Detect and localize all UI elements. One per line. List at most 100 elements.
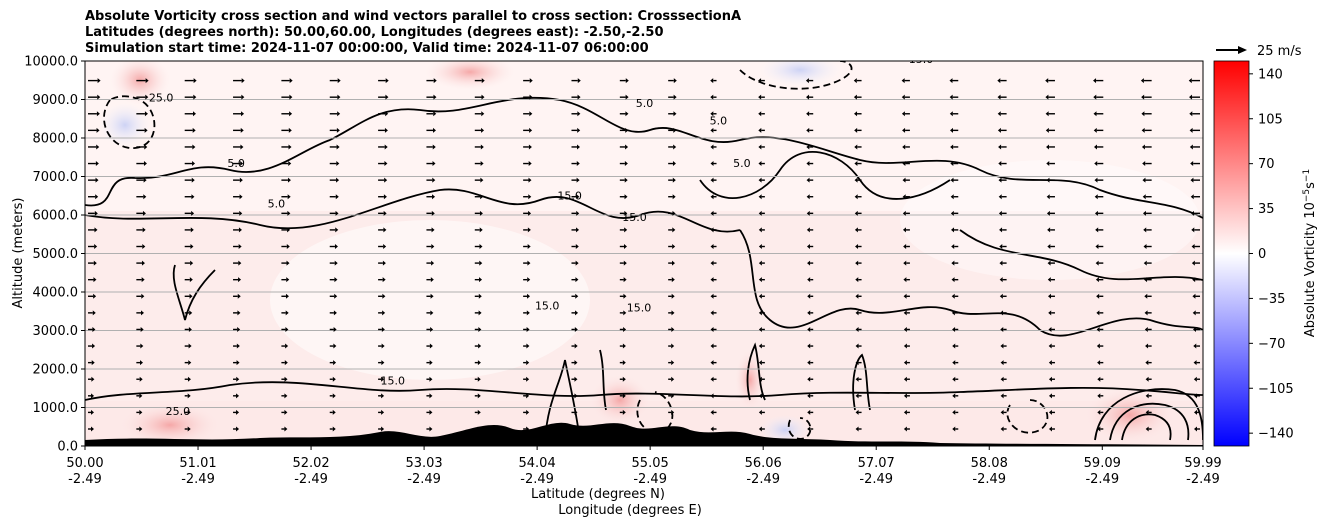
wind-vector-head xyxy=(758,409,762,415)
wind-vector-head xyxy=(901,94,905,100)
wind-vector-head xyxy=(1093,78,1097,84)
wind-vector-head xyxy=(1045,127,1049,133)
x-tick-label-longitude: -2.49 xyxy=(746,472,780,487)
wind-vector-head xyxy=(529,111,533,117)
wind-vector-head xyxy=(478,343,482,349)
wind-vector-head xyxy=(481,94,485,100)
quiver-key: 25 m/s xyxy=(1216,44,1302,59)
wind-vector-head xyxy=(1192,277,1196,283)
wind-vector-head xyxy=(903,360,907,366)
wind-vector-head xyxy=(672,227,676,233)
wind-vector-head xyxy=(480,161,484,167)
wind-vector-head xyxy=(1097,409,1101,415)
wind-vector-head xyxy=(903,326,907,332)
wind-vector-head xyxy=(284,393,288,399)
wind-vector-head xyxy=(855,343,859,349)
wind-vector-head xyxy=(671,277,675,283)
wind-vector-head xyxy=(384,161,388,167)
wind-vector-head xyxy=(336,177,340,183)
wind-vector-head xyxy=(236,360,240,366)
wind-vector-head xyxy=(526,326,530,332)
wind-vector-head xyxy=(383,210,387,216)
wind-vector-head xyxy=(528,177,532,183)
terrain xyxy=(85,422,1203,446)
x-tick-label-longitude: -2.49 xyxy=(181,472,215,487)
wind-vector-head xyxy=(710,409,714,415)
wind-vector-head xyxy=(952,326,956,332)
wind-vector-head xyxy=(1095,277,1099,283)
wind-vector-head xyxy=(284,409,288,415)
wind-vector-head xyxy=(951,293,955,299)
wind-vector-head xyxy=(577,94,581,100)
wind-vector-head xyxy=(91,426,94,432)
wind-vector-head xyxy=(337,94,341,100)
wind-vector-head xyxy=(384,127,388,133)
wind-vector-head xyxy=(145,78,149,84)
wind-vector-head xyxy=(623,277,627,283)
wind-vector-head xyxy=(334,293,338,299)
wind-vector-head xyxy=(710,144,714,150)
wind-vector-head xyxy=(758,326,762,332)
wind-vector-head xyxy=(334,260,338,266)
wind-vector-head xyxy=(1093,111,1097,117)
wind-vector-head xyxy=(758,343,762,349)
y-tick-label: 9000.0 xyxy=(33,93,79,108)
wind-vector-head xyxy=(192,127,196,133)
wind-vector-head xyxy=(145,94,149,100)
wind-vector-head xyxy=(527,244,531,249)
wind-vector-head xyxy=(903,393,907,399)
x-tick-label-latitude: 54.04 xyxy=(519,456,556,471)
wind-vector-head xyxy=(1047,260,1051,266)
wind-vector-head xyxy=(950,210,954,216)
colorbar-tick-label: −140 xyxy=(1258,427,1294,442)
wind-vector-head xyxy=(529,94,533,100)
wind-vector-head xyxy=(1093,144,1097,150)
wind-vector-head xyxy=(139,426,143,432)
wind-vector-head xyxy=(903,260,907,266)
y-tick-label: 6000.0 xyxy=(33,209,79,224)
wind-vector-head xyxy=(526,360,530,366)
wind-vector-head xyxy=(855,393,859,399)
wind-vector-head xyxy=(236,426,240,432)
wind-vector-head xyxy=(625,78,629,84)
x-tick-label-latitude: 55.05 xyxy=(632,456,669,471)
wind-vector-head xyxy=(1097,360,1101,366)
wind-vector-head xyxy=(1141,111,1145,117)
wind-vector-head xyxy=(903,409,907,415)
wind-vector-head xyxy=(1048,310,1052,316)
wind-vector-head xyxy=(758,426,762,432)
wind-vector-head xyxy=(432,194,436,200)
wind-vector-head xyxy=(623,326,627,332)
wind-vector-head xyxy=(758,376,762,382)
wind-vector-head xyxy=(1000,426,1004,432)
wind-vector-head xyxy=(999,293,1003,299)
wind-vector-head xyxy=(806,210,810,216)
wind-vector-head xyxy=(1194,393,1197,399)
wind-vector-head xyxy=(952,393,956,399)
wind-vector-head xyxy=(289,111,293,117)
wind-vector-head xyxy=(710,227,714,233)
wind-vector-head xyxy=(673,94,677,100)
wind-vector-head xyxy=(998,144,1002,150)
wind-vector-head xyxy=(430,310,434,316)
wind-vector-head xyxy=(429,343,433,349)
wind-vector-head xyxy=(478,293,482,299)
chart-title-line-1: Absolute Vorticity cross section and win… xyxy=(85,9,742,24)
wind-vector-head xyxy=(574,343,578,349)
wind-vector-head xyxy=(335,210,339,216)
wind-vector-head xyxy=(1190,161,1194,167)
wind-vector-head xyxy=(1145,393,1149,399)
contour-label: 15.0 xyxy=(535,299,560,312)
wind-vector-head xyxy=(672,161,676,167)
wind-vector-head xyxy=(625,94,629,100)
x-axis-ticks: 50.00-2.4951.01-2.4952.02-2.4953.03-2.49… xyxy=(66,446,1222,487)
wind-vector-head xyxy=(575,260,579,266)
wind-vector-head xyxy=(92,326,96,332)
wind-vector-head xyxy=(382,277,386,283)
wind-vector-head xyxy=(238,244,242,249)
wind-vector-head xyxy=(528,161,532,167)
wind-vector-head xyxy=(574,360,578,366)
wind-vector-head xyxy=(333,360,337,366)
wind-vector-head xyxy=(1095,244,1099,249)
colorbar-label: Absolute Vorticity 10−5s−1 xyxy=(1302,169,1318,337)
